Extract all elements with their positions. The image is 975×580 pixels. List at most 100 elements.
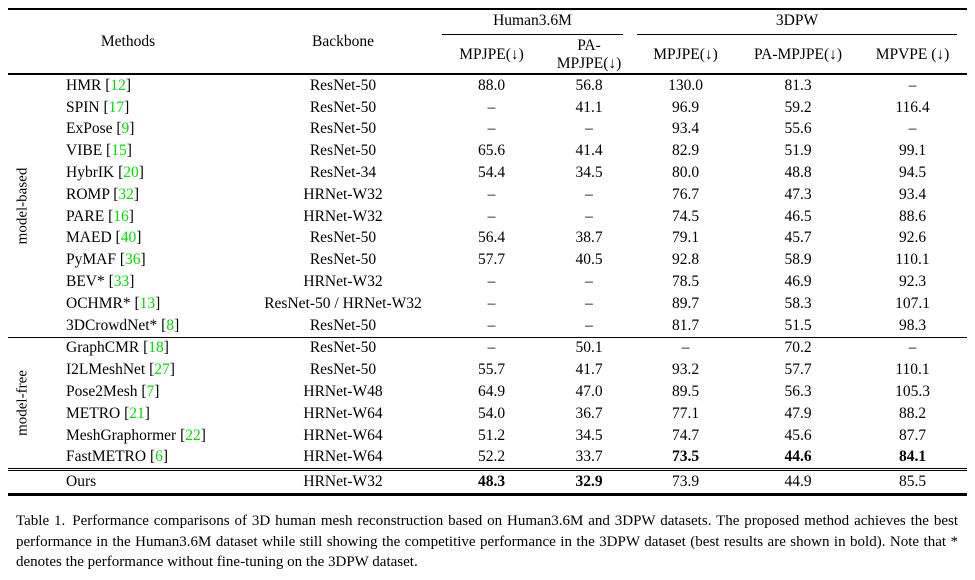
- metric-value: 57.7: [477, 251, 506, 269]
- citation-number: 18: [148, 339, 164, 357]
- metric-value: 81.7: [671, 316, 700, 334]
- method-name: 3DCrowdNet* [8]: [66, 316, 180, 334]
- citation-number: 22: [185, 426, 201, 444]
- metric-value: 55.7: [477, 361, 506, 379]
- column-header-h36m-pa-mpjpe: PA-MPJPE(↓): [545, 37, 634, 75]
- metric-value: 110.1: [895, 361, 930, 379]
- metric-value: 45.7: [784, 229, 812, 247]
- header-metric-row: MPJPE(↓) PA-MPJPE(↓) MPJPE(↓) PA-MPJPE(↓…: [8, 37, 968, 75]
- column-header-backbone: Backbone: [248, 9, 438, 75]
- metric-value: 47.9: [784, 404, 812, 422]
- section-label: model-based: [8, 74, 38, 337]
- metric-value: 34.5: [575, 426, 603, 444]
- citation-number: 12: [110, 76, 126, 94]
- metric-value: 84.1: [898, 448, 927, 466]
- metric-value: –: [908, 120, 917, 138]
- table-row: Ours HRNet-W32 48.3 32.9 73.9 44.9 85.5: [8, 468, 968, 495]
- metric-value: 70.2: [738, 336, 859, 360]
- metric-value: 78.5: [671, 273, 700, 291]
- method-name: Pose2Mesh [7]: [66, 383, 160, 401]
- metric-value: 73.5: [671, 448, 700, 466]
- metric-value: 41.1: [575, 98, 603, 116]
- backbone-name: HRNet-W32: [248, 468, 438, 495]
- metric-value: 47.0: [575, 383, 603, 401]
- metric-value: 57.7: [784, 361, 812, 379]
- table-row: Pose2Mesh [7] HRNet-W48 64.9 47.0 89.5 56.3 10…: [8, 381, 967, 403]
- citation-number: 32: [118, 185, 134, 203]
- metric-value: 55.6: [784, 120, 812, 138]
- metric-value: 81.3: [784, 76, 812, 94]
- table-row: BEV* [33] HRNet-W32 – – 78.5 46.9 92.3: [8, 271, 967, 293]
- metric-value: 99.1: [898, 142, 927, 160]
- metric-value: 74.5: [671, 207, 700, 225]
- metric-value: 58.3: [784, 294, 812, 312]
- section-label: [8, 468, 38, 495]
- metric-value: 65.6: [477, 142, 506, 160]
- metric-value: 87.7: [898, 426, 927, 444]
- citation-number: 9: [121, 120, 130, 138]
- backbone-name: ResNet-50: [309, 251, 377, 269]
- column-header-3dpw-mpvpe: MPVPE (↓): [858, 37, 968, 75]
- table-row: ROMP [32] HRNet-W32 – – 76.7 47.3 93.4: [8, 184, 967, 206]
- table-row: HybrIK [20] ResNet-34 54.4 34.5 80.0 48.8 94.5: [8, 162, 967, 184]
- metric-value: 88.6: [898, 207, 927, 225]
- citation-number: 7: [146, 383, 155, 401]
- header-group-row: Methods Backbone Human3.6M 3DPW: [8, 9, 967, 75]
- backbone-name: HRNet-W48: [303, 383, 383, 401]
- method-name: MeshGraphormer [22]: [66, 426, 206, 444]
- backbone-name: HRNet-W64: [303, 426, 383, 444]
- metric-value: 96.9: [671, 98, 700, 116]
- citation-number: 36: [125, 251, 141, 269]
- metric-value: 79.1: [671, 229, 700, 247]
- metric-value: 93.4: [898, 185, 927, 203]
- metric-value: 44.9: [738, 468, 859, 495]
- backbone-name: ResNet-50: [248, 336, 438, 360]
- caption-text: Performance comparisons of 3D human mesh…: [16, 513, 958, 571]
- citation-number: 33: [113, 273, 130, 291]
- caption-label: Table 1.: [16, 513, 66, 530]
- metric-value: 74.7: [671, 426, 700, 444]
- backbone-name: ResNet-50: [309, 142, 377, 160]
- metric-value: 59.2: [784, 98, 812, 116]
- method-name: ROMP [32]: [66, 185, 140, 203]
- citation-number: 21: [129, 404, 145, 422]
- column-header-3dpw-mpjpe: MPJPE(↓): [633, 37, 739, 75]
- backbone-name: ResNet-50: [309, 120, 377, 138]
- metric-value: 105.3: [895, 383, 930, 401]
- metric-value: 98.3: [898, 316, 927, 334]
- metric-value: –: [908, 76, 917, 94]
- metric-value: 46.5: [784, 207, 812, 225]
- table-row: model-based HMR [12] ResNet-50 88.0 56.8 130.…: [8, 74, 967, 244]
- method-name: BEV* [33]: [66, 273, 135, 291]
- table-row: 3DCrowdNet* [8] ResNet-50 – – 81.7 51.5 98.3: [8, 315, 967, 337]
- table-row: OCHMR* [13] ResNet-50 / HRNet-W32 – – 89.7 58…: [8, 293, 967, 315]
- metric-value: 80.0: [671, 164, 700, 182]
- metric-value: 56.8: [575, 76, 603, 94]
- method-name: OCHMR* [13]: [66, 294, 161, 312]
- method-name: VIBE [15]: [66, 142, 132, 160]
- metric-value: 41.7: [575, 361, 603, 379]
- backbone-name: HRNet-W32: [303, 185, 383, 203]
- metric-value: 51.2: [477, 426, 506, 444]
- metric-value: –: [487, 98, 496, 116]
- backbone-name: HRNet-W64: [303, 448, 383, 466]
- method-name: METRO [21]: [66, 404, 150, 422]
- metric-value: 45.6: [784, 426, 812, 444]
- dataset-header-3dpw: 3DPW: [633, 9, 967, 37]
- metric-value: 54.4: [477, 164, 506, 182]
- metric-value: 44.6: [784, 448, 812, 466]
- backbone-name: ResNet-50: [309, 229, 377, 247]
- metric-value: 58.9: [784, 251, 812, 269]
- table-row: MAED [40] ResNet-50 56.4 38.7 79.1 45.7 92.6: [8, 228, 967, 250]
- metric-value: 54.0: [477, 404, 506, 422]
- metric-value: 88.2: [898, 404, 927, 422]
- metric-value: 93.2: [671, 361, 700, 379]
- method-name: HMR [12]: [66, 76, 132, 94]
- metric-value: 92.6: [898, 229, 927, 247]
- column-header-3dpw-pa-mpjpe: PA-MPJPE(↓): [738, 37, 859, 75]
- metric-value: 107.1: [895, 294, 930, 312]
- metric-value: 89.5: [671, 383, 700, 401]
- table-row: METRO [21] HRNet-W64 54.0 36.7 77.1 47.9 88.2: [8, 403, 967, 425]
- metric-value: –: [487, 273, 496, 291]
